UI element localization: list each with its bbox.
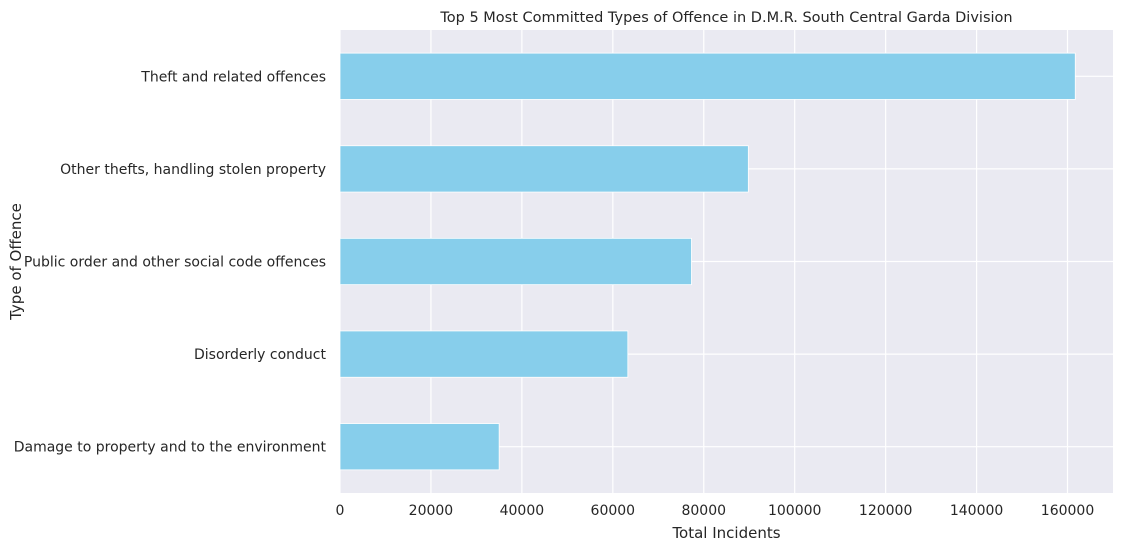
category-label: Other thefts, handling stolen property bbox=[60, 162, 326, 178]
bar bbox=[339, 145, 749, 193]
bar bbox=[339, 52, 1076, 100]
category-label: Theft and related offences bbox=[140, 69, 326, 85]
chart-title: Top 5 Most Committed Types of Offence in… bbox=[439, 10, 1012, 26]
x-tick-labels: 0 20000 40000 60000 80000 100000 120000 140000 1… bbox=[336, 503, 1095, 519]
category-label: Disorderly conduct bbox=[194, 347, 327, 363]
x-tick-label: 20000 bbox=[409, 503, 454, 519]
x-tick-label: 40000 bbox=[500, 503, 545, 519]
y-axis-label: Type of Offence bbox=[7, 203, 25, 321]
x-tick-label: 120000 bbox=[859, 503, 912, 519]
x-tick-label: 0 bbox=[336, 503, 345, 519]
bar bbox=[339, 237, 692, 286]
x-tick-label: 140000 bbox=[950, 503, 1003, 519]
x-axis-label: Total Incidents bbox=[671, 524, 780, 542]
x-tick-label: 100000 bbox=[768, 503, 821, 519]
x-tick-label: 60000 bbox=[591, 503, 636, 519]
category-label: Damage to property and to the environmen… bbox=[14, 440, 327, 456]
x-tick-label: 160000 bbox=[1041, 503, 1094, 519]
bars bbox=[339, 52, 1076, 471]
category-label: Public order and other social code offen… bbox=[24, 255, 326, 271]
bar bbox=[339, 423, 500, 471]
x-tick-label: 80000 bbox=[681, 503, 726, 519]
category-labels: Theft and related offences Other thefts, … bbox=[14, 69, 327, 455]
bar bbox=[339, 330, 629, 378]
